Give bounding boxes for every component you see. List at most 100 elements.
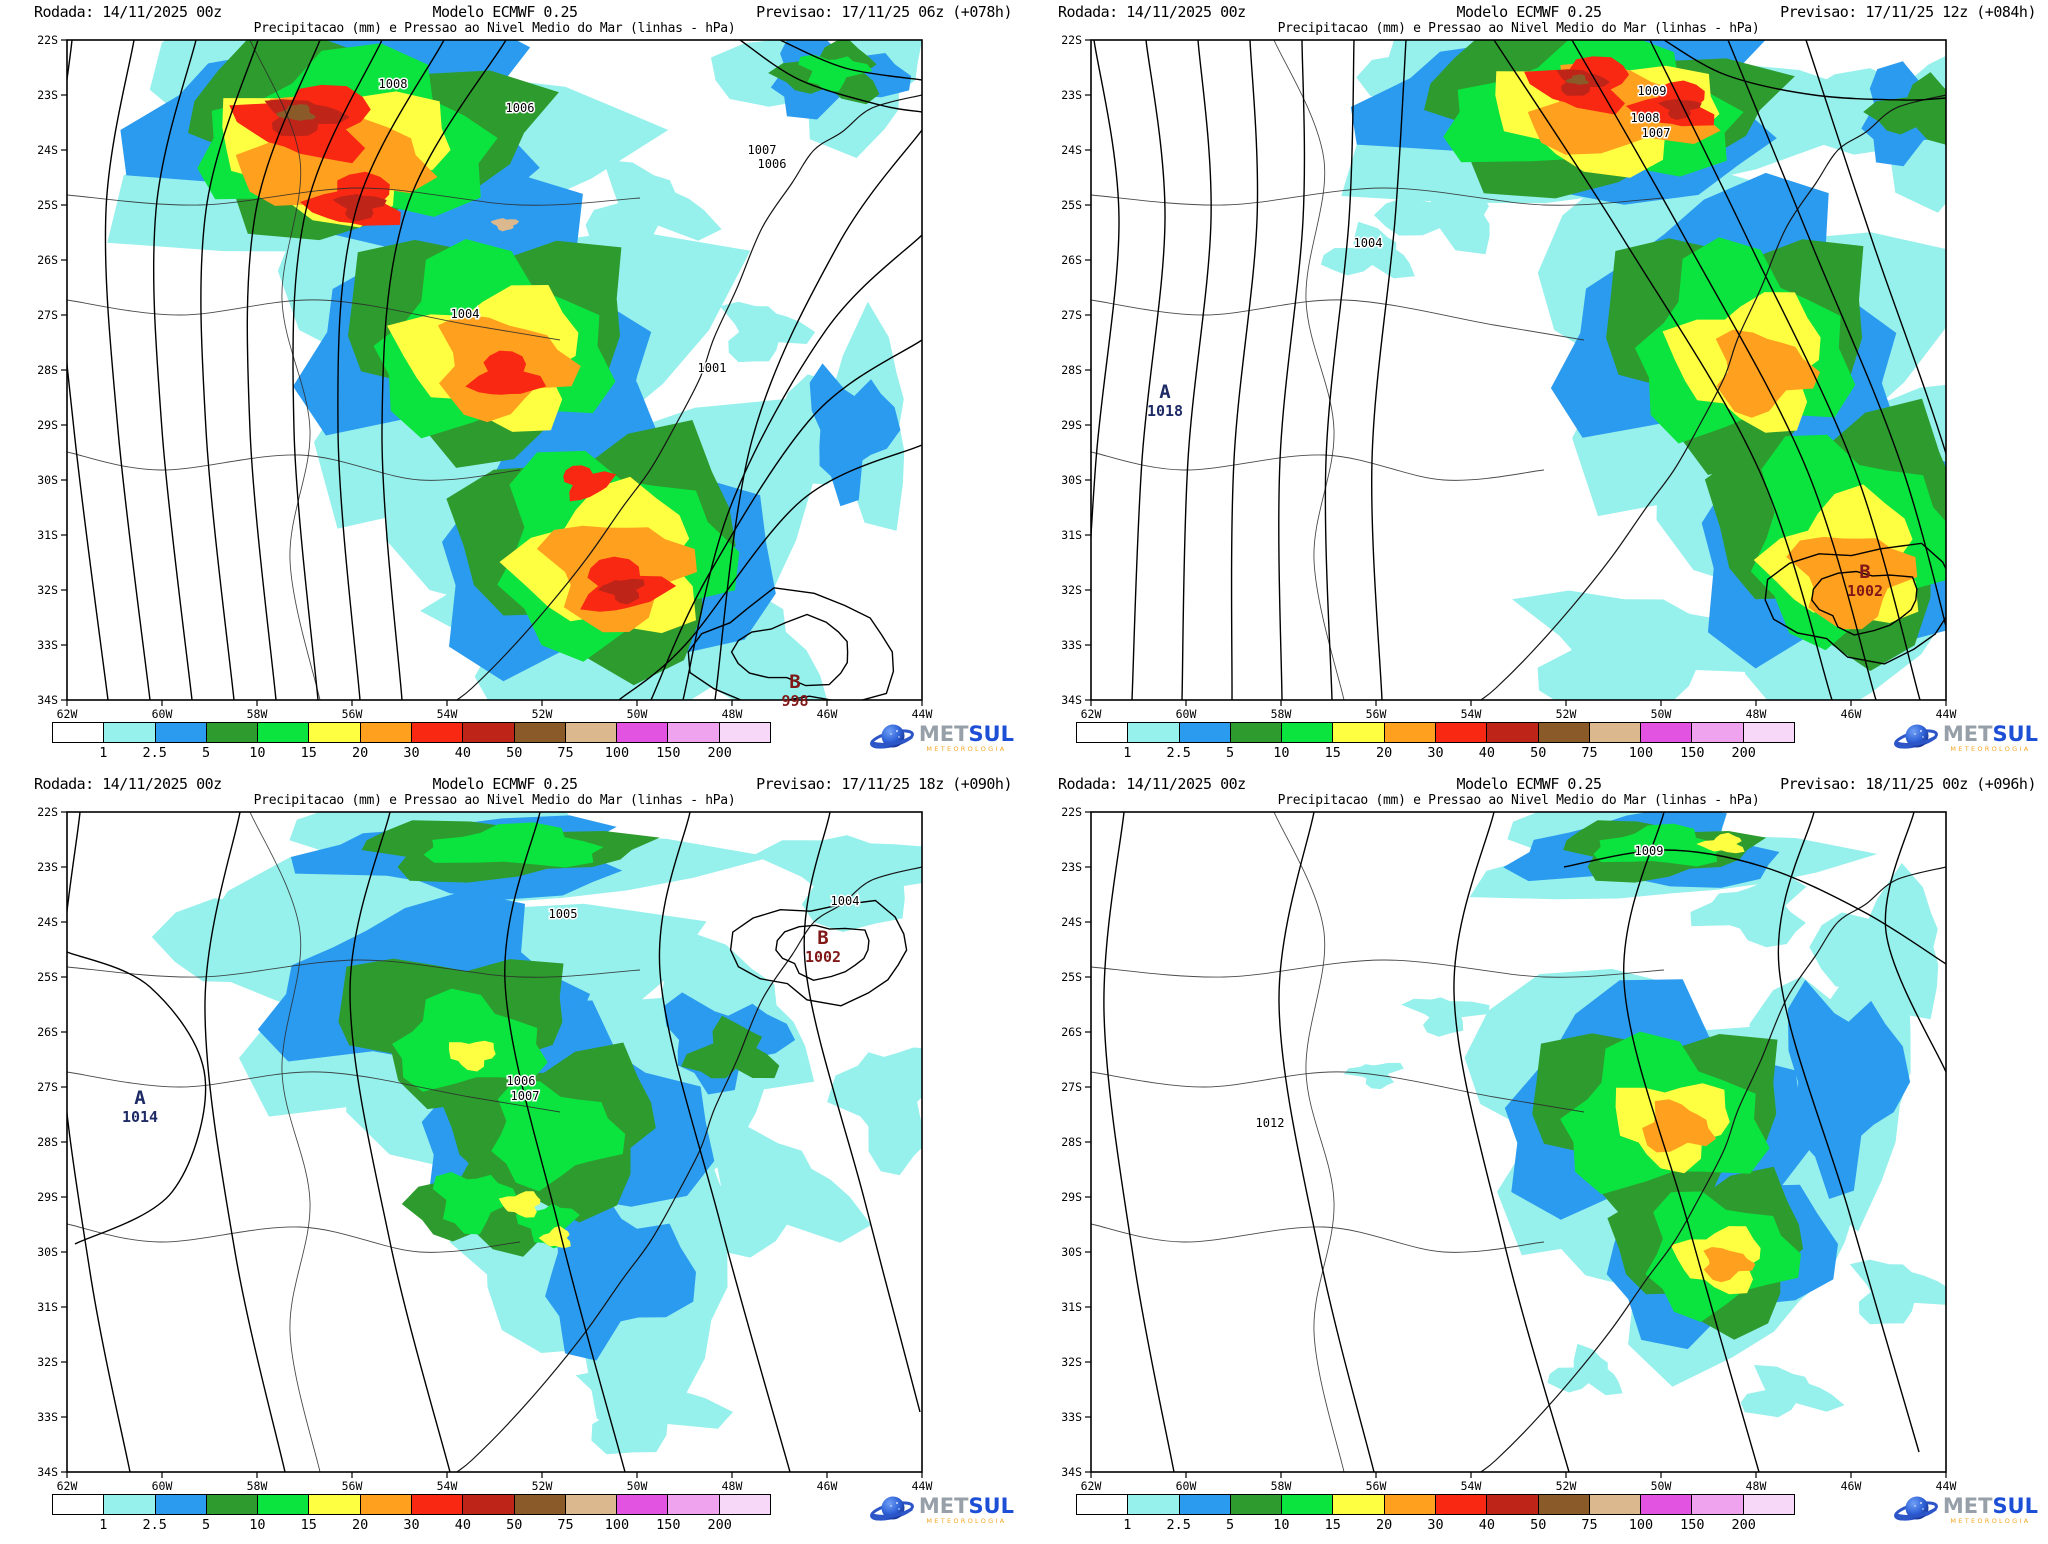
legend-swatch (1692, 1495, 1744, 1514)
logo-sul-text: SUL (968, 721, 1014, 746)
lat-tick-label: 28S (1061, 363, 1082, 377)
legend-swatch (514, 1495, 566, 1514)
legend-value-label: 2.5 (1166, 1517, 1191, 1533)
legend-swatches (1076, 722, 1795, 743)
legend-value-label: 200 (1731, 745, 1756, 761)
precip-blob (1547, 1343, 1623, 1396)
precip-blob (809, 363, 901, 507)
legend-swatch (1333, 723, 1385, 742)
legend-value-label: 75 (1581, 1517, 1598, 1533)
lon-tick-label: 50W (627, 1479, 648, 1493)
forecast-panel-084h: Rodada: 14/11/2025 00z Modelo ECMWF 0.25… (1024, 0, 2048, 772)
isobar-line (1777, 812, 1920, 1453)
lat-tick-label: 30S (37, 473, 58, 487)
precip-blob (1787, 979, 1911, 1199)
legend-swatch (463, 723, 515, 742)
isobar-loop (730, 613, 849, 687)
state-border (67, 187, 641, 206)
lon-tick-label: 46W (817, 1479, 838, 1493)
lat-tick-label: 25S (37, 970, 58, 984)
precip-blob (1715, 329, 1820, 418)
lon-tick-label: 48W (722, 1479, 743, 1493)
legend-swatch (411, 723, 464, 742)
precip-blob (563, 465, 617, 502)
lat-tick-label: 31S (1061, 528, 1082, 542)
state-border (249, 40, 321, 700)
legend-swatch (719, 1495, 770, 1514)
legend-value-label: 50 (1530, 1517, 1547, 1533)
lon-tick-label: 52W (1556, 707, 1577, 721)
precip-blob (798, 54, 873, 92)
lon-tick-label: 62W (57, 1479, 78, 1493)
isobar-line (1324, 40, 1355, 700)
isobar-value-label: 1006 (506, 101, 535, 115)
legend-value-label: 200 (1731, 1517, 1756, 1533)
legend-swatch (1589, 1495, 1642, 1514)
precip-blob (753, 835, 922, 932)
logo-subtitle: METEOROLOGIA (1950, 1516, 2031, 1525)
legend-swatch (1641, 1495, 1693, 1514)
lon-tick-label: 58W (247, 707, 268, 721)
legend-value-label: 1 (1123, 1517, 1132, 1533)
lon-tick-label: 54W (1461, 707, 1482, 721)
lon-tick-label: 48W (1746, 1479, 1767, 1493)
legend-value-label: 15 (300, 1517, 317, 1533)
legend-value-label: 15 (300, 745, 317, 761)
lon-tick-label: 50W (627, 707, 648, 721)
isobar-line (1563, 849, 1946, 965)
lon-tick-label: 62W (1081, 1479, 1102, 1493)
lon-tick-label: 60W (152, 1479, 173, 1493)
legend-swatch (617, 1495, 669, 1514)
state-border (249, 812, 321, 1472)
state-border (1091, 959, 1665, 978)
logo-subtitle: METEOROLOGIA (926, 1516, 1007, 1525)
legend-value-label: 100 (1628, 1517, 1654, 1533)
legend-value-label: 20 (1376, 745, 1393, 761)
legend-value-label: 1 (1123, 745, 1132, 761)
legend-value-label: 5 (201, 745, 211, 761)
legend-swatch (1128, 1495, 1180, 1514)
lon-tick-label: 44W (912, 707, 933, 721)
isobar-line (1131, 40, 1166, 700)
isobar-value-label: 1007 (511, 1089, 540, 1103)
isobar-line (1649, 40, 1921, 700)
legend-swatch (1538, 723, 1590, 742)
valid-time-label: Previsao: 17/11/25 12z (+084h) (1780, 3, 2036, 21)
lon-tick-label: 60W (152, 707, 173, 721)
isobar-value-label: 1009 (1638, 84, 1667, 98)
precip-blob (1740, 1365, 1845, 1418)
map-clip-group (67, 812, 922, 1472)
legend-value-label: 30 (1427, 1517, 1444, 1533)
lon-tick-label: 58W (1271, 1479, 1292, 1493)
legend-value-label: 1 (99, 745, 108, 761)
map-title: Precipitacao (mm) e Pressao ao Nivel Med… (1277, 793, 1760, 808)
isobar-value-label: 1006 (507, 1074, 536, 1088)
legend-swatch (1743, 1495, 1794, 1514)
lat-tick-label: 33S (37, 638, 58, 652)
isobar-line (1103, 812, 1175, 1472)
isobar-line (200, 40, 259, 700)
precip-blob (1849, 1259, 1946, 1325)
precip-blob (491, 1081, 626, 1192)
legend-value-label: 2.5 (1166, 745, 1191, 761)
legend-swatch (155, 1495, 207, 1514)
model-label: Modelo ECMWF 0.25 (432, 775, 578, 793)
lon-tick-label: 54W (437, 707, 458, 721)
lat-tick-label: 30S (1061, 473, 1082, 487)
isobar-loop (1764, 542, 1946, 665)
isobar-value-label: 1009 (1635, 844, 1664, 858)
lat-tick-label: 34S (1061, 1465, 1082, 1479)
lat-tick-label: 24S (1061, 915, 1082, 929)
lon-tick-label: 56W (342, 707, 363, 721)
precip-blob (1786, 536, 1918, 630)
logo-met-text: MET (918, 721, 969, 746)
isobar-value-label: 1004 (451, 307, 480, 321)
isobar-line (104, 40, 151, 700)
legend-swatch (155, 723, 207, 742)
isobar-line (739, 40, 922, 113)
model-label: Modelo ECMWF 0.25 (432, 3, 578, 21)
legend-value-label: 40 (454, 745, 471, 761)
pressure-center-letter: B (1859, 561, 1870, 583)
isobar-loop (1811, 570, 1918, 636)
